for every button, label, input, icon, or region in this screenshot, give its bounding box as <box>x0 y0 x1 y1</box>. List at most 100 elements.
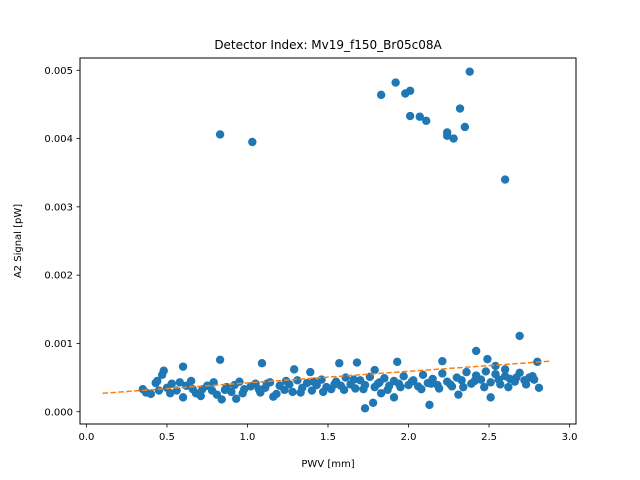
data-point <box>500 365 510 374</box>
data-point <box>293 376 302 385</box>
data-point <box>254 384 263 394</box>
data-point <box>457 376 466 385</box>
data-point <box>481 367 491 376</box>
data-point <box>288 387 297 397</box>
data-point <box>217 395 226 404</box>
data-point <box>280 385 289 395</box>
data-point <box>376 389 386 398</box>
data-point <box>460 122 470 132</box>
x-tick-label: 3.0 <box>562 432 578 443</box>
data-point <box>309 377 318 386</box>
data-point <box>230 380 239 390</box>
x-tick-label: 2.0 <box>401 432 417 443</box>
fit-line <box>102 360 551 395</box>
data-point <box>486 378 495 387</box>
data-point <box>494 375 503 384</box>
plot-area <box>102 67 551 413</box>
data-point <box>306 367 315 377</box>
y-tick-label: 0.000 <box>44 407 73 418</box>
data-point <box>383 385 392 395</box>
data-point <box>341 373 350 382</box>
x-axis-label: PWV [mm] <box>301 459 354 470</box>
data-point <box>438 369 447 378</box>
data-point <box>470 376 479 386</box>
data-point <box>462 367 471 377</box>
data-point <box>335 359 344 368</box>
data-point <box>434 384 444 393</box>
data-point <box>232 394 241 403</box>
data-point <box>257 359 267 368</box>
data-point <box>500 175 510 184</box>
data-point <box>220 385 230 395</box>
data-point <box>449 134 458 143</box>
data-point <box>454 390 463 399</box>
data-point <box>417 384 426 394</box>
data-point <box>167 379 176 388</box>
data-point <box>504 382 513 392</box>
data-point <box>396 382 405 392</box>
data-point <box>380 374 389 383</box>
data-point <box>370 365 379 375</box>
data-point <box>227 387 236 397</box>
data-point <box>186 376 196 386</box>
data-point <box>389 393 399 402</box>
data-point <box>407 377 416 386</box>
data-point <box>425 400 434 410</box>
data-point <box>446 380 455 389</box>
data-point <box>215 355 225 365</box>
data-point <box>422 116 431 126</box>
data-point <box>153 376 162 386</box>
data-point <box>165 389 175 398</box>
y-tick-label: 0.001 <box>44 339 73 350</box>
data-point <box>486 393 495 402</box>
data-point <box>196 391 205 401</box>
data-point <box>349 375 358 384</box>
chart-title: Detector Index: Mv19_f150_Br05c08A <box>214 38 442 52</box>
data-point <box>289 365 299 374</box>
data-point <box>426 379 436 388</box>
data-point <box>438 356 447 366</box>
data-point <box>483 354 492 364</box>
data-point <box>480 382 489 392</box>
data-point <box>215 130 225 139</box>
data-point <box>376 90 386 100</box>
data-point <box>465 67 474 76</box>
data-point <box>159 366 168 375</box>
data-point <box>415 112 424 121</box>
data-point <box>248 137 257 147</box>
x-tick-label: 1.0 <box>240 432 256 443</box>
data-point <box>360 404 370 413</box>
data-point <box>238 389 247 398</box>
data-point <box>491 361 500 371</box>
data-point <box>393 357 402 367</box>
data-point <box>368 398 378 408</box>
x-tick-label: 0.0 <box>78 432 94 443</box>
data-point <box>459 382 468 392</box>
data-point <box>512 373 521 382</box>
data-point <box>281 376 291 386</box>
data-point <box>154 386 164 395</box>
data-point <box>442 131 452 141</box>
y-tick-label: 0.003 <box>44 202 73 213</box>
data-point <box>146 389 156 399</box>
data-point <box>455 104 465 113</box>
data-point <box>476 375 486 384</box>
data-point <box>528 372 537 381</box>
data-point <box>296 388 305 397</box>
data-point <box>373 379 383 388</box>
data-point <box>399 372 408 381</box>
data-point <box>178 393 188 402</box>
data-point <box>272 389 281 399</box>
data-point <box>175 378 185 387</box>
data-point <box>359 384 368 394</box>
data-point <box>351 384 360 393</box>
y-tick-label: 0.004 <box>44 134 73 145</box>
data-point <box>391 78 400 87</box>
data-point <box>307 386 317 395</box>
data-point <box>515 331 524 341</box>
data-point <box>352 358 362 367</box>
y-axis: 0.000 0.001 0.002 0.003 0.004 0.005 <box>44 66 80 418</box>
data-point <box>318 387 328 397</box>
